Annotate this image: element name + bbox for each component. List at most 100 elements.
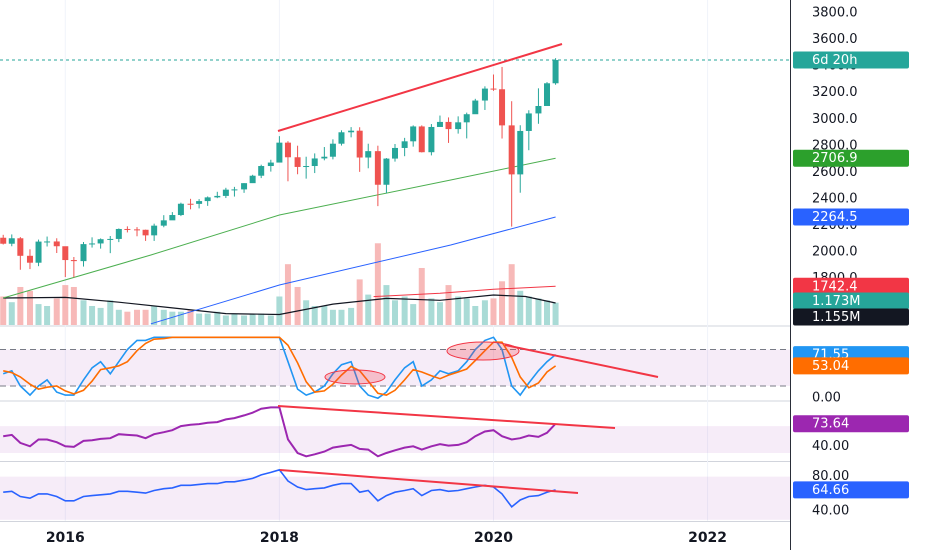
volume-bar: [222, 315, 229, 325]
volume-bar: [249, 313, 256, 325]
candle-body: [338, 132, 345, 144]
volume-bar: [508, 264, 515, 325]
candle-body: [107, 238, 114, 240]
candle-body: [544, 83, 551, 106]
volume-bar: [80, 300, 87, 325]
candle-body: [303, 166, 310, 168]
volume-bar: [0, 296, 7, 325]
price-tag: [793, 208, 909, 226]
y-tick-label: 2400.0: [812, 191, 858, 206]
trend-line: [277, 405, 616, 429]
candle-body: [222, 189, 229, 196]
volume-bar: [436, 302, 443, 325]
volume-bar: [177, 311, 184, 325]
candle-body: [552, 60, 559, 84]
indicator-band: [0, 476, 790, 520]
moving-average-line: [150, 216, 556, 325]
volume-bar: [204, 313, 211, 325]
candle-body: [160, 220, 167, 226]
moving-average-line: [373, 285, 556, 298]
candle-body: [276, 142, 283, 163]
volume-bar: [134, 309, 141, 325]
trend-line: [277, 43, 563, 132]
price-tag-label: 6d 20h: [812, 53, 857, 68]
volume-bar: [267, 315, 274, 325]
volume-bar: [124, 311, 131, 325]
price-tag: [793, 149, 909, 167]
moving-average-line: [3, 157, 556, 299]
volume-bar: [365, 294, 372, 325]
volume-bar: [294, 286, 301, 325]
price-tag: [793, 277, 909, 295]
volume-bar: [383, 285, 390, 325]
candle-body: [134, 229, 141, 231]
volume-bar: [445, 285, 452, 325]
volume-bar: [53, 298, 60, 325]
volume-bar: [107, 300, 114, 325]
candle-body: [53, 241, 60, 247]
x-tick-label: 2022: [688, 530, 727, 546]
volume-bar: [552, 302, 559, 325]
candle-body: [329, 143, 336, 157]
trend-drawings: [277, 43, 659, 494]
indicator-line: [3, 336, 557, 396]
price-tag: [793, 308, 909, 326]
y-tick-label: 2000.0: [812, 245, 858, 260]
candle-body: [428, 126, 435, 153]
candle-body: [196, 201, 203, 204]
candle-body: [8, 238, 15, 244]
candle-body: [187, 203, 194, 205]
candle-body: [0, 237, 7, 244]
volume-bar: [187, 309, 194, 325]
candle-body: [214, 195, 221, 198]
trend-line: [279, 469, 579, 494]
candle-body: [267, 162, 274, 167]
volume-bar: [392, 300, 398, 325]
candle-body: [294, 157, 301, 167]
candle-body: [97, 239, 104, 244]
volume-average-line: [3, 294, 556, 316]
volume-bar: [544, 300, 551, 325]
candle-body: [204, 197, 211, 202]
candle-body: [284, 142, 291, 158]
volume-bar: [311, 305, 318, 325]
candle-body: [124, 228, 131, 230]
y-tick-label: 3800.0: [812, 6, 858, 21]
candle-body: [62, 246, 69, 261]
volume-bar: [258, 313, 265, 325]
candle-body: [490, 88, 497, 90]
candle-body: [35, 241, 42, 263]
candle-body: [89, 243, 96, 245]
candle-body: [356, 130, 363, 158]
candle-body: [463, 114, 470, 123]
volume-bar: [115, 309, 122, 325]
candle-body: [258, 166, 265, 176]
y-tick-label: 0.00: [812, 391, 841, 406]
price-tag-label: 73.64: [812, 417, 849, 432]
volume-bar: [499, 281, 506, 325]
y-tick-label: 40.00: [812, 504, 849, 519]
y-tick-label: 3000.0: [812, 112, 858, 127]
volume-bar: [89, 305, 96, 325]
volume-bar: [26, 290, 33, 325]
volume-bar: [418, 267, 425, 325]
price-tag: [793, 357, 909, 375]
price-tag-label: 2264.5: [812, 210, 858, 225]
candle-body: [445, 121, 452, 130]
price-axis-bg: [791, 0, 932, 550]
volume-bar: [8, 302, 15, 325]
trend-line: [504, 344, 659, 378]
indicator-band: [0, 426, 790, 453]
volume-bar: [428, 298, 435, 325]
candle-body: [70, 260, 77, 262]
candle-body: [241, 183, 248, 190]
price-tag-label: 2706.9: [812, 151, 858, 166]
volume-bar: [348, 307, 355, 325]
candle-body: [401, 141, 408, 148]
volume-bar: [196, 313, 203, 325]
candle-body: [177, 203, 184, 216]
highlight-ellipse: [324, 369, 386, 385]
price-tag-label: 64.66: [812, 483, 849, 498]
volume-bar: [455, 296, 462, 325]
y-tick-label: 3200.0: [812, 85, 858, 100]
